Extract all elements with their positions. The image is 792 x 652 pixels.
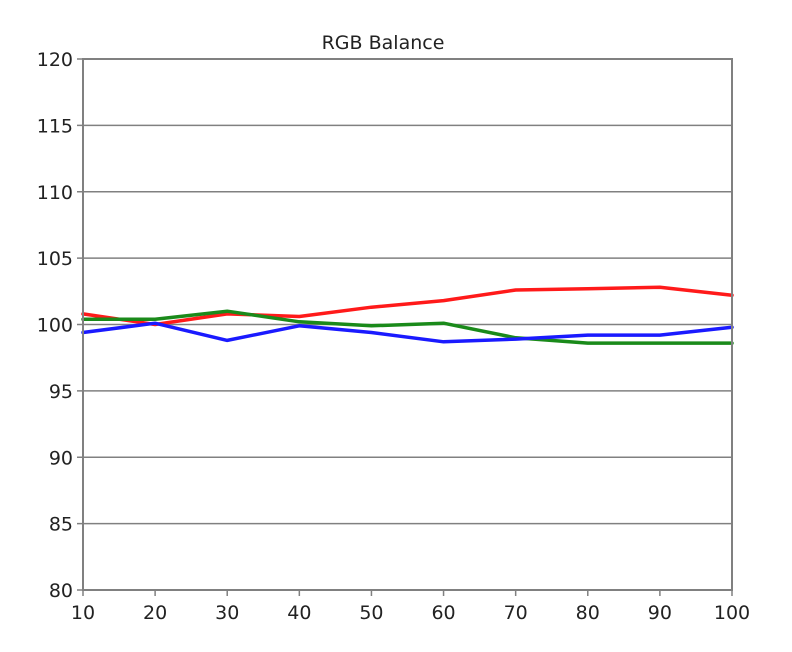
series-line-2 <box>81 321 734 344</box>
x-tick-label: 100 <box>714 602 750 624</box>
x-tick-label: 30 <box>215 602 239 624</box>
y-tick-label: 90 <box>49 447 73 469</box>
chart-title: RGB Balance <box>322 32 445 54</box>
y-tick-label: 105 <box>37 248 73 270</box>
y-tick-label: 115 <box>37 115 73 137</box>
x-tick-label: 20 <box>143 602 167 624</box>
series-lines <box>81 285 734 345</box>
x-tick-label: 50 <box>359 602 383 624</box>
x-tick-label: 40 <box>287 602 311 624</box>
y-tick-label: 100 <box>37 315 73 337</box>
series-line-0 <box>81 285 734 327</box>
y-tick-label: 85 <box>49 514 73 536</box>
plot-frame <box>82 58 733 591</box>
x-tick-label: 70 <box>504 602 528 624</box>
y-tick-label: 80 <box>49 580 73 602</box>
y-tick-label: 110 <box>37 182 73 204</box>
y-tick-label: 120 <box>37 49 73 71</box>
x-tick-label: 60 <box>431 602 455 624</box>
series-line-1 <box>81 309 734 345</box>
y-axis-ticks: 80 85 90 95 100 105 110 115 120 <box>37 49 73 602</box>
x-tick-label: 90 <box>648 602 672 624</box>
x-tick-label: 10 <box>71 602 95 624</box>
y-tick-label: 95 <box>49 381 73 403</box>
x-axis-ticks: 10 20 30 40 50 60 70 80 90 100 <box>71 602 750 624</box>
x-tick-label: 80 <box>576 602 600 624</box>
